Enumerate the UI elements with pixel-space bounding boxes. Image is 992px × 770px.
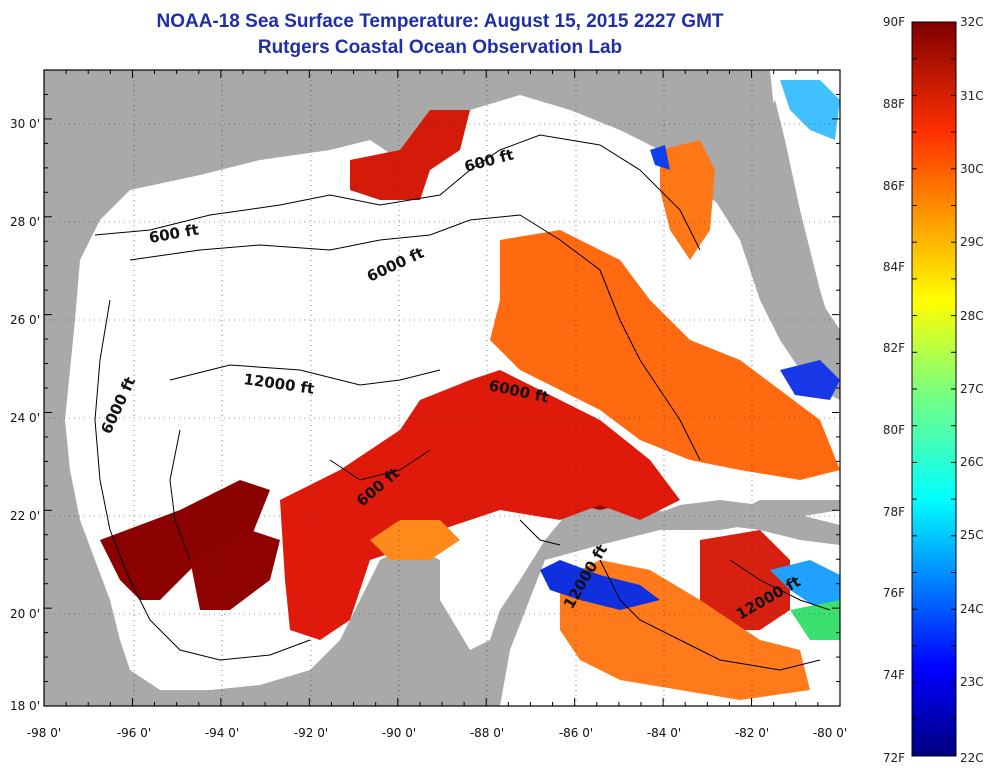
bathymetry-contours bbox=[94, 134, 831, 671]
colorbar: 90F 88F 86F 84F 82F 80F 78F 76F 74F 72F … bbox=[883, 15, 984, 765]
colorbar-c-label: 27C bbox=[960, 382, 984, 396]
map-subtitle: Rutgers Coastal Ocean Observation Lab bbox=[257, 37, 623, 58]
colorbar-celsius-labels: 32C 31C 30C 29C 28C 27C 26C 25C 24C 23C … bbox=[960, 15, 984, 765]
x-tick-label: -88 0' bbox=[470, 726, 504, 740]
colorbar-c-label: 22C bbox=[960, 751, 984, 765]
colorbar-gradient bbox=[911, 21, 957, 757]
colorbar-c-label: 32C bbox=[960, 15, 984, 29]
colorbar-f-label: 84F bbox=[883, 260, 905, 274]
y-tick-label: 18 0' bbox=[10, 699, 40, 713]
y-tick-label: 28 0' bbox=[10, 215, 40, 229]
y-tick-label: 30 0' bbox=[10, 117, 40, 131]
sst-warm-patches bbox=[280, 110, 790, 640]
y-tick-label: 24 0' bbox=[10, 411, 40, 425]
y-tick-label: 20 0' bbox=[10, 607, 40, 621]
lat-lon-grid bbox=[44, 70, 840, 706]
colorbar-f-label: 80F bbox=[883, 423, 905, 437]
x-axis-labels: -98 0' -96 0' -94 0' -92 0' -90 0' -88 0… bbox=[27, 726, 847, 740]
colorbar-f-label: 74F bbox=[883, 668, 905, 682]
x-tick-label: -94 0' bbox=[205, 726, 239, 740]
colorbar-c-label: 28C bbox=[960, 309, 984, 323]
colorbar-f-label: 76F bbox=[883, 586, 905, 600]
colorbar-f-label: 78F bbox=[883, 505, 905, 519]
sst-cool-patches bbox=[540, 80, 840, 640]
y-axis-labels: 18 0' 20 0' 22 0' 24 0' 26 0' 28 0' 30 0… bbox=[10, 117, 40, 713]
colorbar-c-label: 30C bbox=[960, 162, 984, 176]
colorbar-f-label: 72F bbox=[883, 751, 905, 765]
colorbar-c-label: 31C bbox=[960, 89, 984, 103]
colorbar-c-label: 26C bbox=[960, 455, 984, 469]
x-tick-label: -82 0' bbox=[735, 726, 769, 740]
x-tick-label: -92 0' bbox=[294, 726, 328, 740]
x-tick-label: -86 0' bbox=[559, 726, 593, 740]
colorbar-c-label: 24C bbox=[960, 602, 984, 616]
axis-ticks bbox=[43, 69, 841, 707]
map-title: NOAA-18 Sea Surface Temperature: August … bbox=[156, 11, 724, 32]
colorbar-f-label: 90F bbox=[883, 15, 905, 29]
x-tick-label: -98 0' bbox=[27, 726, 61, 740]
cuba-land bbox=[640, 500, 840, 545]
colorbar-fahrenheit-labels: 90F 88F 86F 84F 82F 80F 78F 76F 74F 72F bbox=[883, 15, 905, 765]
y-tick-label: 26 0' bbox=[10, 313, 40, 327]
colorbar-c-label: 23C bbox=[960, 675, 984, 689]
colorbar-f-label: 88F bbox=[883, 97, 905, 111]
x-tick-label: -90 0' bbox=[382, 726, 416, 740]
colorbar-f-label: 86F bbox=[883, 179, 905, 193]
colorbar-c-label: 25C bbox=[960, 528, 984, 542]
x-tick-label: -96 0' bbox=[117, 726, 151, 740]
x-tick-label: -84 0' bbox=[647, 726, 681, 740]
colorbar-f-label: 82F bbox=[883, 341, 905, 355]
x-tick-label: -80 0' bbox=[813, 726, 847, 740]
colorbar-c-label: 29C bbox=[960, 235, 984, 249]
y-tick-label: 22 0' bbox=[10, 509, 40, 523]
